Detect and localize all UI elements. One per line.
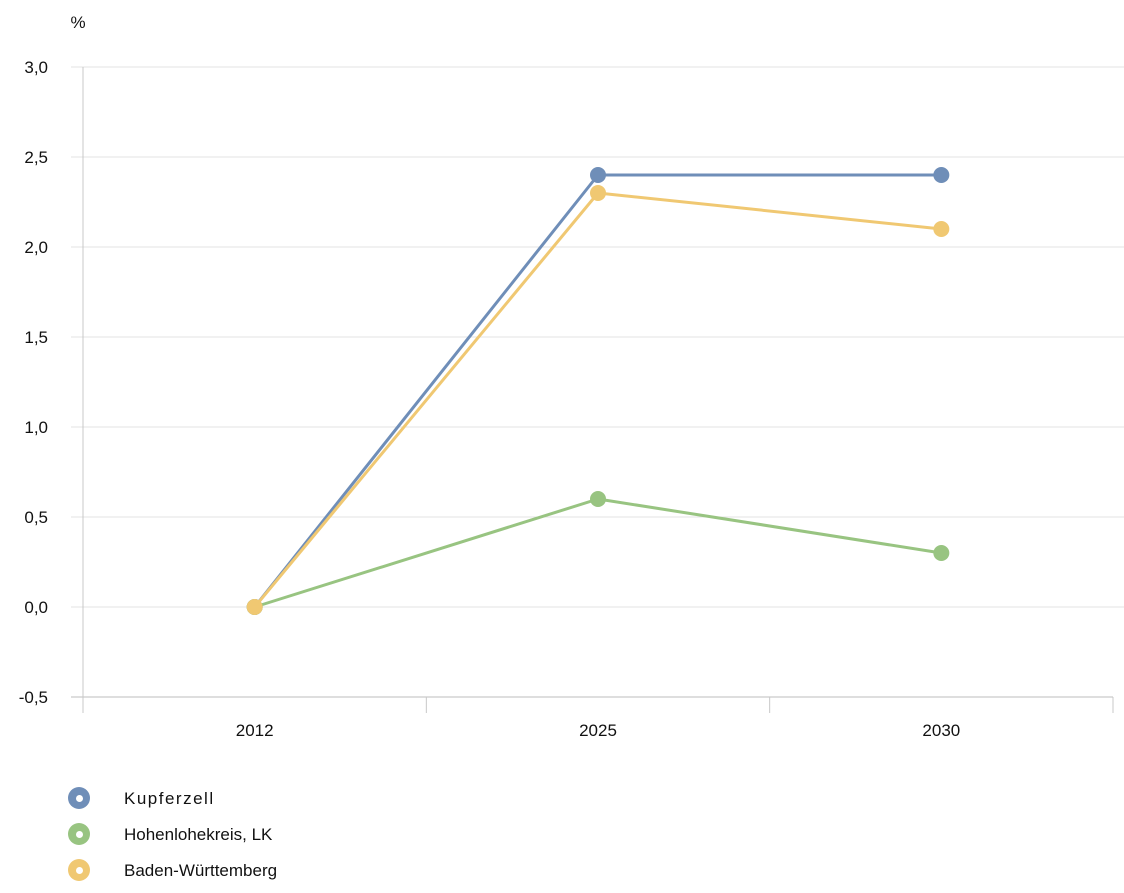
series-line-hohenlohekreis-lk <box>255 499 942 607</box>
series-hohenlohekreis-lk <box>247 491 950 615</box>
data-point-baden-w-rttemberg <box>247 599 263 615</box>
line-chart: % -0,5 0,0 0,5 1,0 1,5 2,0 2,5 3,0 2012 2025 2030 <box>0 0 1124 760</box>
series-baden-w-rttemberg <box>247 185 950 615</box>
y-tick-label: 0,0 <box>24 598 48 617</box>
y-tick-label: -0,5 <box>19 688 48 707</box>
y-tick-label: 0,5 <box>24 508 48 527</box>
data-point-baden-w-rttemberg <box>590 185 606 201</box>
y-tick-label: 2,0 <box>24 238 48 257</box>
x-tick-label: 2012 <box>236 721 274 740</box>
legend-item-hohenlohekreis[interactable]: Hohenlohekreis, LK <box>68 816 277 852</box>
legend-label-baden-wuerttemberg: Baden-Württemberg <box>124 862 277 879</box>
series-line-kupferzell <box>255 175 942 607</box>
data-point-baden-w-rttemberg <box>933 221 949 237</box>
y-axis-unit-label: % <box>70 13 85 32</box>
series-layer <box>247 167 950 615</box>
x-tick-label: 2025 <box>579 721 617 740</box>
y-tick-label: 1,0 <box>24 418 48 437</box>
legend-label-kupferzell: Kupferzell <box>124 790 215 807</box>
y-tick-label: 2,5 <box>24 148 48 167</box>
data-point-kupferzell <box>933 167 949 183</box>
legend-item-kupferzell[interactable]: Kupferzell <box>68 780 277 816</box>
legend-marker-baden-wuerttemberg <box>68 859 90 881</box>
legend: Kupferzell Hohenlohekreis, LK Baden-Würt… <box>68 780 277 888</box>
series-line-baden-w-rttemberg <box>255 193 942 607</box>
legend-item-baden-wuerttemberg[interactable]: Baden-Württemberg <box>68 852 277 888</box>
y-tick-label: 3,0 <box>24 58 48 77</box>
data-point-hohenlohekreis-lk <box>590 491 606 507</box>
legend-label-hohenlohekreis: Hohenlohekreis, LK <box>124 826 272 843</box>
gridlines <box>71 67 1124 607</box>
data-point-hohenlohekreis-lk <box>933 545 949 561</box>
data-point-kupferzell <box>590 167 606 183</box>
y-tick-label: 1,5 <box>24 328 48 347</box>
x-tick-label: 2030 <box>922 721 960 740</box>
series-kupferzell <box>247 167 950 615</box>
legend-marker-kupferzell <box>68 787 90 809</box>
axes: -0,5 0,0 0,5 1,0 1,5 2,0 2,5 3,0 2012 2025 2030 <box>19 58 1113 740</box>
legend-marker-hohenlohekreis <box>68 823 90 845</box>
